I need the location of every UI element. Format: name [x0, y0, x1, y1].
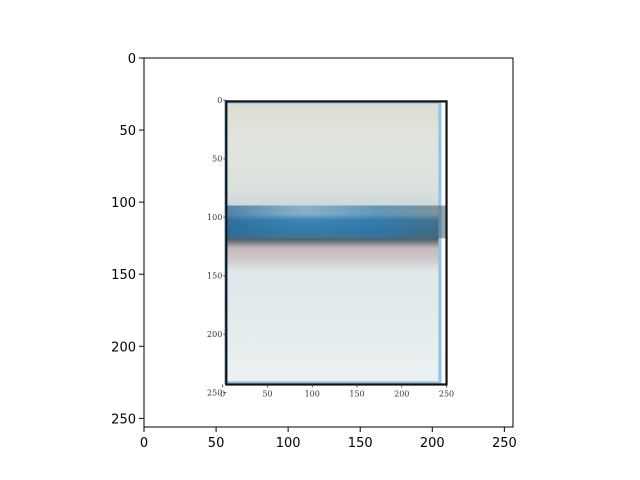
x-tick-label: 50: [208, 436, 225, 451]
x-axis: 0 50 100 150 200 250: [140, 427, 517, 451]
x-tick-label: 250: [492, 436, 517, 451]
y-tick-label: 0: [128, 52, 136, 67]
image-content: [224, 100, 448, 386]
embedded-x-tick-label: 200: [394, 390, 409, 399]
embedded-x-tick-label: 0: [220, 390, 225, 399]
y-tick-label: 50: [119, 124, 136, 139]
horizon-band: [227, 205, 446, 239]
x-tick-label: 150: [348, 436, 373, 451]
embedded-x-tick-label: 100: [305, 390, 320, 399]
x-tick-label: 200: [420, 436, 445, 451]
y-axis: 0 50 100 150 200 250: [111, 52, 144, 427]
embedded-y-tick-label: 250: [207, 389, 222, 398]
embedded-x-tick-label: 50: [262, 390, 272, 399]
x-tick-label: 0: [140, 436, 148, 451]
embedded-y-axis: 0 50 100 150 200 250: [207, 96, 227, 398]
image-photo: [224, 101, 441, 384]
y-tick-label: 200: [111, 340, 136, 355]
embedded-x-tick-label: 150: [349, 390, 364, 399]
x-tick-label: 100: [276, 436, 301, 451]
y-tick-label: 150: [111, 268, 136, 283]
embedded-y-tick-label: 150: [207, 272, 222, 281]
embedded-y-tick-label: 200: [207, 330, 222, 339]
embedded-y-tick-label: 100: [207, 213, 222, 222]
embedded-axes-frame: [225, 100, 448, 386]
y-tick-label: 100: [111, 196, 136, 211]
y-tick-label: 250: [111, 412, 136, 427]
embedded-y-tick-label: 50: [212, 155, 222, 164]
embedded-x-tick-label: 250: [439, 390, 454, 399]
embedded-x-axis: 0 50 100 150 200 250: [220, 384, 454, 399]
embedded-y-tick-label: 0: [217, 96, 222, 105]
